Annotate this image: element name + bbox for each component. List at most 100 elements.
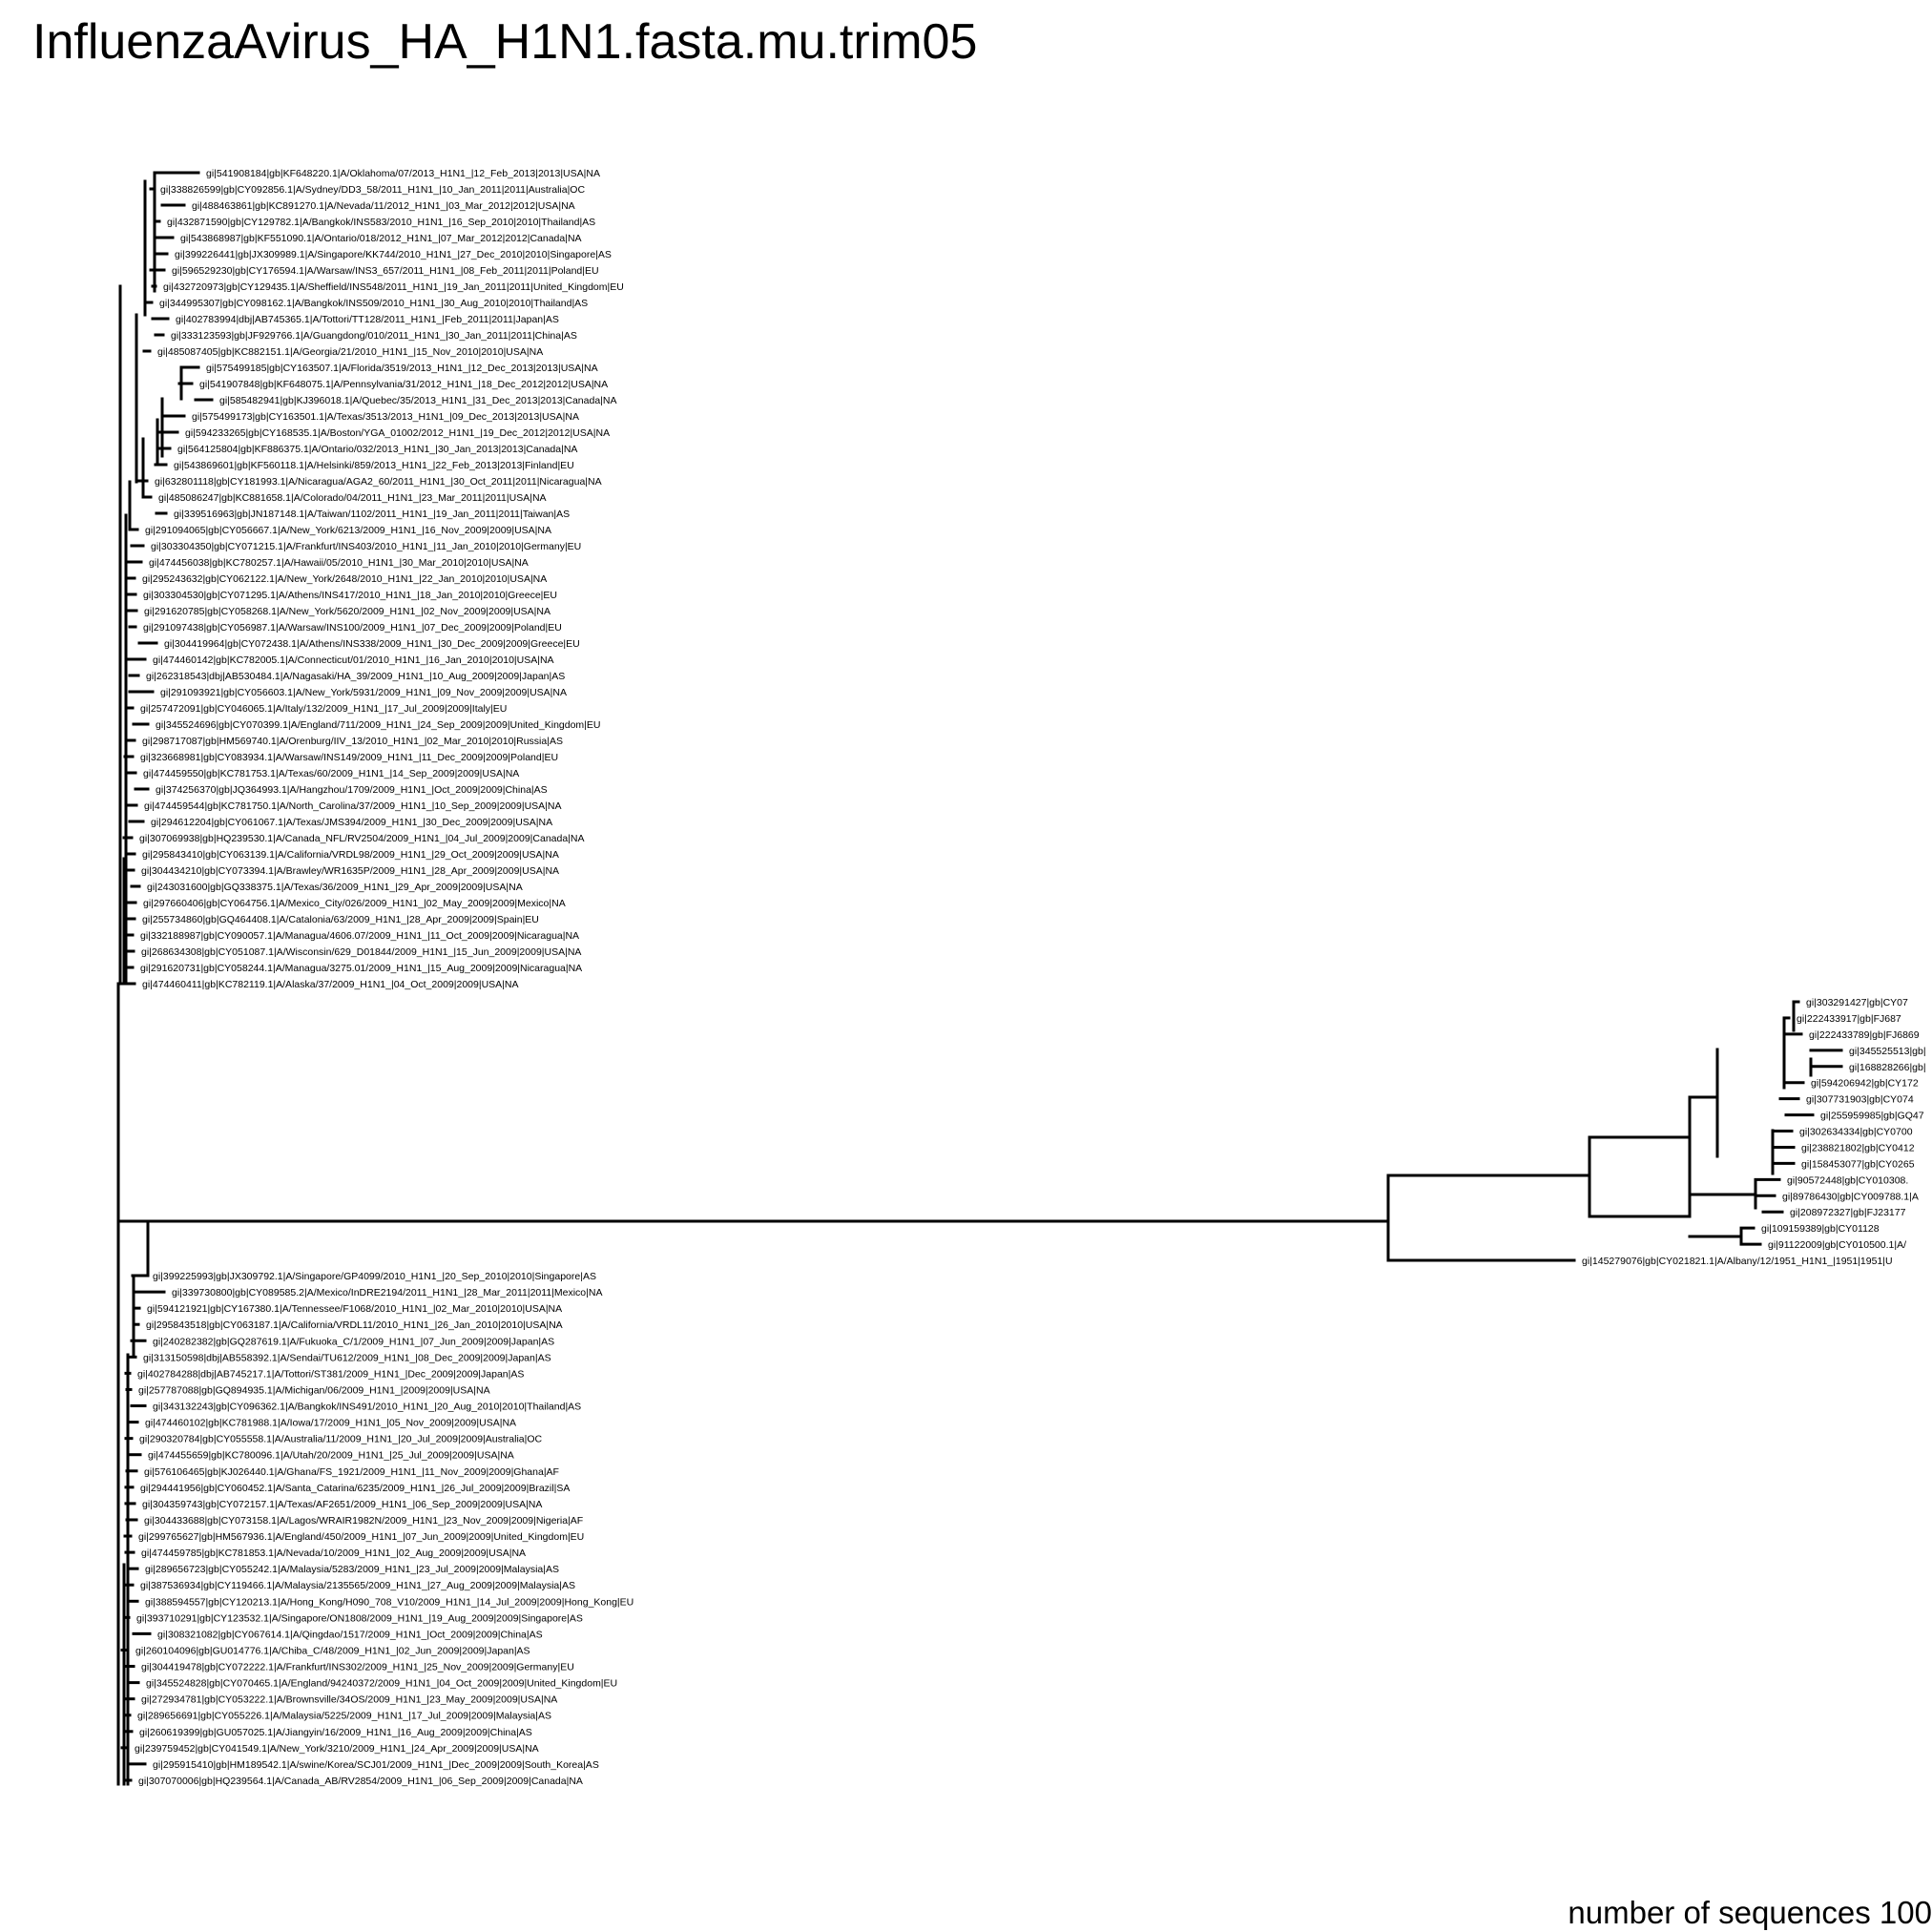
leaf-label: gi|290320784|gb|CY055558.1|A/Australia/1…: [139, 1434, 543, 1445]
leaf-label: gi|291620785|gb|CY058268.1|A/New_York/56…: [144, 606, 551, 617]
leaf-label: gi|291620731|gb|CY058244.1|A/Managua/327…: [140, 963, 582, 974]
leaf-label: gi|332188987|gb|CY090057.1|A/Managua/460…: [140, 930, 579, 942]
leaf-label: gi|295243632|gb|CY062122.1|A/New_York/26…: [142, 573, 547, 585]
leaf-label: gi|474459785|gb|KC781853.1|A/Nevada/10/2…: [141, 1548, 526, 1559]
leaf-label: gi|208972327|gb|FJ23177: [1790, 1207, 1906, 1218]
leaf-label: gi|488463861|gb|KC891270.1|A/Nevada/11/2…: [192, 200, 575, 212]
leaf-label: gi|374256370|gb|JQ364993.1|A/Hangzhou/17…: [156, 784, 548, 796]
leaf-label: gi|222433789|gb|FJ6869: [1809, 1029, 1920, 1041]
leaf-label: gi|222433917|gb|FJ687: [1797, 1013, 1901, 1025]
leaf-label: gi|485086247|gb|KC881658.1|A/Colorado/04…: [158, 492, 547, 504]
leaf-label: gi|262318543|dbj|AB530484.1|A/Nagasaki/H…: [146, 671, 565, 682]
sequence-count-label: number of sequences 100: [1568, 1895, 1932, 1930]
leaf-label: gi|543868987|gb|KF551090.1|A/Ontario/018…: [180, 233, 582, 244]
leaf-label: gi|294441956|gb|CY060452.1|A/Santa_Catar…: [140, 1483, 570, 1494]
leaf-label: gi|243031600|gb|GQ338375.1|A/Texas/36/20…: [147, 882, 523, 893]
leaf-label: gi|240282382|gb|GQ287619.1|A/Fukuoka_C/1…: [153, 1336, 554, 1347]
leaf-label: gi|304419964|gb|CY072438.1|A/Athens/INS3…: [164, 638, 580, 650]
leaf-label: gi|333123593|gb|JF929766.1|A/Guangdong/0…: [171, 330, 577, 342]
leaf-label: gi|596529230|gb|CY176594.1|A/Warsaw/INS3…: [172, 265, 599, 277]
leaf-label: gi|158453077|gb|CY0265: [1801, 1158, 1915, 1170]
leaf-label: gi|541908184|gb|KF648220.1|A/Oklahoma/07…: [206, 168, 600, 179]
leaf-label: gi|298717087|gb|HM569740.1|A/Orenburg/II…: [142, 736, 563, 747]
leaf-label: gi|339730800|gb|CY089585.2|A/Mexico/InDR…: [172, 1287, 602, 1298]
leaf-label: gi|339516963|gb|JN187148.1|A/Taiwan/1102…: [174, 509, 570, 520]
leaf-label: gi|594206942|gb|CY172: [1811, 1078, 1919, 1090]
leaf-label: gi|474455659|gb|KC780096.1|A/Utah/20/200…: [148, 1450, 514, 1462]
leaf-label: gi|302634334|gb|CY0700: [1799, 1127, 1913, 1138]
leaf-label: gi|239759452|gb|CY041549.1|A/New_York/32…: [135, 1743, 539, 1755]
leaf-label: gi|308321082|gb|CY067614.1|A/Qingdao/151…: [157, 1629, 543, 1640]
leaf-label: gi|485087405|gb|KC882151.1|A/Georgia/21/…: [157, 346, 543, 358]
leaf-label: gi|323668981|gb|CY083934.1|A/Warsaw/INS1…: [140, 752, 558, 763]
leaf-label: gi|268634308|gb|CY051087.1|A/Wisconsin/6…: [141, 946, 581, 958]
leaf-label: gi|255959985|gb|GQ47: [1820, 1111, 1924, 1122]
leaf-label: gi|260619399|gb|GU057025.1|A/Jiangyin/16…: [139, 1727, 532, 1738]
leaf-label: gi|576106465|gb|KJ026440.1|A/Ghana/FS_19…: [144, 1466, 559, 1478]
leaf-label: gi|303304530|gb|CY071295.1|A/Athens/INS4…: [143, 590, 557, 601]
leaf-label: gi|294612204|gb|CY061067.1|A/Texas/JMS39…: [151, 817, 552, 828]
leaf-label: gi|632801118|gb|CY181993.1|A/Nicaragua/A…: [155, 476, 602, 488]
leaf-label: gi|432871590|gb|CY129782.1|A/Bangkok/INS…: [167, 217, 595, 228]
leaf-label: gi|304419478|gb|CY072222.1|A/Frankfurt/I…: [141, 1662, 574, 1673]
leaf-label: gi|291093921|gb|CY056603.1|A/New_York/59…: [160, 687, 567, 698]
leaf-label: gi|345524828|gb|CY070465.1|A/England/942…: [146, 1678, 617, 1690]
leaf-label: gi|260104096|gb|GU014776.1|A/Chiba_C/48/…: [135, 1645, 530, 1656]
leaf-label: gi|474459544|gb|KC781750.1|A/North_Carol…: [144, 800, 561, 812]
leaf-label: gi|343132243|gb|CY096362.1|A/Bangkok/INS…: [153, 1402, 581, 1413]
leaf-label: gi|291094065|gb|CY056667.1|A/New_York/62…: [145, 525, 551, 536]
leaf-label: gi|91122009|gb|CY010500.1|A/: [1768, 1239, 1906, 1251]
leaf-label: gi|474459550|gb|KC781753.1|A/Texas/60/20…: [143, 768, 519, 779]
leaf-label: gi|303291427|gb|CY07: [1806, 997, 1908, 1008]
leaf-label: gi|432720973|gb|CY129435.1|A/Sheffield/I…: [163, 281, 624, 293]
leaf-label: gi|297660406|gb|CY064756.1|A/Mexico_City…: [143, 898, 566, 909]
leaf-label: gi|307070006|gb|HQ239564.1|A/Canada_AB/R…: [138, 1776, 583, 1787]
leaf-label: gi|338826599|gb|CY092856.1|A/Sydney/DD3_…: [160, 184, 585, 196]
leaf-label: gi|474460411|gb|KC782119.1|A/Alaska/37/2…: [142, 979, 518, 990]
leaf-label: gi|255734860|gb|GQ464408.1|A/Catalonia/6…: [142, 914, 539, 925]
leaf-label: gi|575499173|gb|CY163501.1|A/Texas/3513/…: [192, 411, 579, 423]
leaf-label: gi|307069938|gb|HQ239530.1|A/Canada_NFL/…: [139, 833, 585, 844]
leaf-label: gi|304433688|gb|CY073158.1|A/Lagos/WRAIR…: [144, 1515, 583, 1527]
leaf-label: gi|402783994|dbj|AB745365.1|A/Tottori/TT…: [176, 314, 559, 325]
leaf-label: gi|399226441|gb|JX309989.1|A/Singapore/K…: [175, 249, 612, 260]
leaf-label: gi|272934781|gb|CY053222.1|A/Brownsville…: [141, 1694, 557, 1706]
leaf-label: gi|303304350|gb|CY071215.1|A/Frankfurt/I…: [151, 541, 581, 552]
leaf-label: gi|295843410|gb|CY063139.1|A/California/…: [142, 849, 559, 861]
leaf-label: gi|289656723|gb|CY055242.1|A/Malaysia/52…: [145, 1564, 559, 1575]
leaf-label: gi|299765627|gb|HM567936.1|A/England/450…: [138, 1531, 584, 1543]
leaf-label: gi|344995307|gb|CY098162.1|A/Bangkok/INS…: [159, 298, 588, 309]
leaf-label: gi|564125804|gb|KF886375.1|A/Ontario/032…: [177, 444, 577, 455]
leaf-label: gi|474460102|gb|KC781988.1|A/Iowa/17/200…: [145, 1418, 516, 1429]
leaf-label: gi|304359743|gb|CY072157.1|A/Texas/AF265…: [142, 1499, 542, 1510]
leaf-label: gi|257787088|gb|GQ894935.1|A/Michigan/06…: [138, 1384, 490, 1396]
leaf-label: gi|543869601|gb|KF560118.1|A/Helsinki/85…: [174, 460, 574, 471]
leaf-label: gi|541907848|gb|KF648075.1|A/Pennsylvani…: [199, 379, 608, 390]
leaf-label: gi|402784288|dbj|AB745217.1|A/Tottori/ST…: [137, 1368, 524, 1380]
leaf-label: gi|90572448|gb|CY010308.: [1787, 1174, 1908, 1186]
leaf-label: gi|289656691|gb|CY055226.1|A/Malaysia/52…: [137, 1711, 551, 1722]
leaf-label: gi|575499185|gb|CY163507.1|A/Florida/351…: [206, 363, 598, 374]
leaf-label: gi|295843518|gb|CY063187.1|A/California/…: [146, 1319, 563, 1331]
leaf-label: gi|393710291|gb|CY123532.1|A/Singapore/O…: [136, 1612, 583, 1624]
leaf-label: gi|345524696|gb|CY070399.1|A/England/711…: [156, 719, 601, 731]
leaf-label: gi|474460142|gb|KC782005.1|A/Connecticut…: [153, 654, 554, 666]
leaf-label: gi|145279076|gb|CY021821.1|A/Albany/12/1…: [1582, 1256, 1893, 1267]
leaf-label: gi|345525513|gb|: [1849, 1046, 1926, 1057]
leaf-label: gi|388594557|gb|CY120213.1|A/Hong_Kong/H…: [145, 1596, 634, 1608]
leaf-label: gi|399225993|gb|JX309792.1|A/Singapore/G…: [153, 1271, 596, 1282]
leaf-label: gi|89786430|gb|CY009788.1|A: [1782, 1191, 1919, 1202]
leaf-label: gi|257472091|gb|CY046065.1|A/Italy/132/2…: [140, 703, 507, 715]
leaf-label: gi|585482941|gb|KJ396018.1|A/Quebec/35/2…: [219, 395, 616, 406]
leaf-label: gi|313150598|dbj|AB558392.1|A/Sendai/TU6…: [143, 1352, 551, 1363]
leaf-label: gi|109159389|gb|CY01128: [1761, 1223, 1880, 1235]
leaf-label: gi|594233265|gb|CY168535.1|A/Boston/YGA_…: [185, 427, 610, 439]
leaf-label: gi|387536934|gb|CY119466.1|A/Malaysia/21…: [140, 1580, 575, 1591]
leaf-label: gi|168828266|gb|: [1849, 1062, 1926, 1073]
leaf-label: gi|307731903|gb|CY074: [1806, 1094, 1914, 1106]
leaf-label: gi|304434210|gb|CY073394.1|A/Brawley/WR1…: [141, 865, 559, 877]
leaf-label: gi|594121921|gb|CY167380.1|A/Tennessee/F…: [147, 1303, 562, 1315]
plot-title: InfluenzaAvirus_HA_H1N1.fasta.mu.trim05: [32, 14, 978, 70]
leaf-label: gi|295915410|gb|HM189542.1|A/swine/Korea…: [153, 1759, 599, 1771]
